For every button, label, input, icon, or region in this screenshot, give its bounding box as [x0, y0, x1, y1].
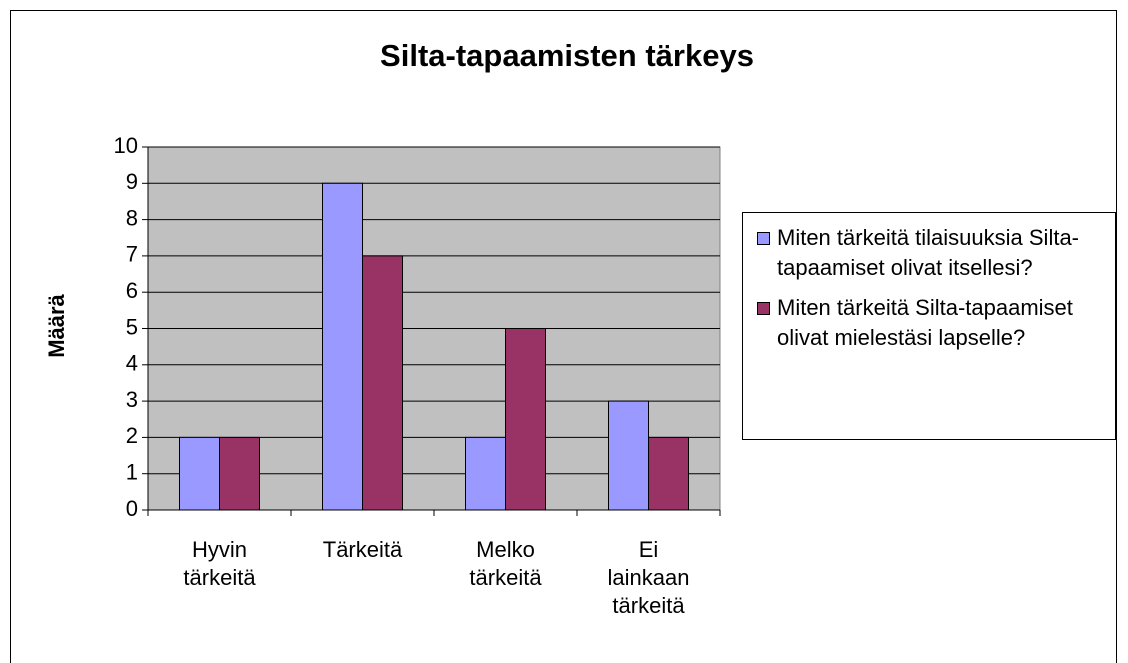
legend-label: Miten tärkeitä Silta-tapaamiset olivat m…: [777, 295, 1073, 350]
x-tick-label: Tärkeitä: [322, 537, 403, 562]
x-tick-label: Melko tärkeitä: [469, 537, 542, 590]
x-tick-label: Hyvin tärkeitä: [183, 537, 256, 590]
y-axis-label: Määrä: [44, 293, 69, 357]
y-tick-label: 4: [126, 351, 138, 376]
legend-entry: Miten tärkeitä Silta-tapaamiset olivat m…: [749, 293, 1109, 353]
chart-border: [10, 10, 1117, 663]
bar: [608, 400, 649, 511]
bar: [465, 436, 506, 511]
y-tick-label: 10: [114, 133, 138, 158]
y-tick-label: 2: [126, 423, 138, 448]
legend-label: Miten tärkeitä tilaisuuksia Silta-tapaam…: [777, 225, 1080, 280]
y-tick-label: 1: [126, 460, 138, 485]
y-tick-label: 9: [126, 169, 138, 194]
bar: [362, 255, 403, 511]
x-tick-label: Ei lainkaan tärkeitä: [607, 537, 690, 618]
bar: [648, 436, 689, 511]
legend-swatch: [757, 232, 770, 245]
bar: [505, 328, 546, 511]
legend-entry: Miten tärkeitä tilaisuuksia Silta-tapaam…: [749, 223, 1109, 283]
bar: [179, 436, 220, 511]
legend-swatch: [757, 302, 770, 315]
y-tick-label: 7: [126, 242, 138, 267]
y-tick-label: 8: [126, 205, 138, 230]
chart-title: Silta-tapaamisten tärkeys: [380, 38, 754, 73]
bar: [322, 182, 363, 511]
y-tick-label: 3: [126, 387, 138, 412]
legend: Miten tärkeitä tilaisuuksia Silta-tapaam…: [742, 212, 1116, 440]
y-tick-label: 6: [126, 278, 138, 303]
y-tick-label: 0: [126, 496, 138, 521]
bar: [219, 436, 260, 511]
y-tick-label: 5: [126, 314, 138, 339]
